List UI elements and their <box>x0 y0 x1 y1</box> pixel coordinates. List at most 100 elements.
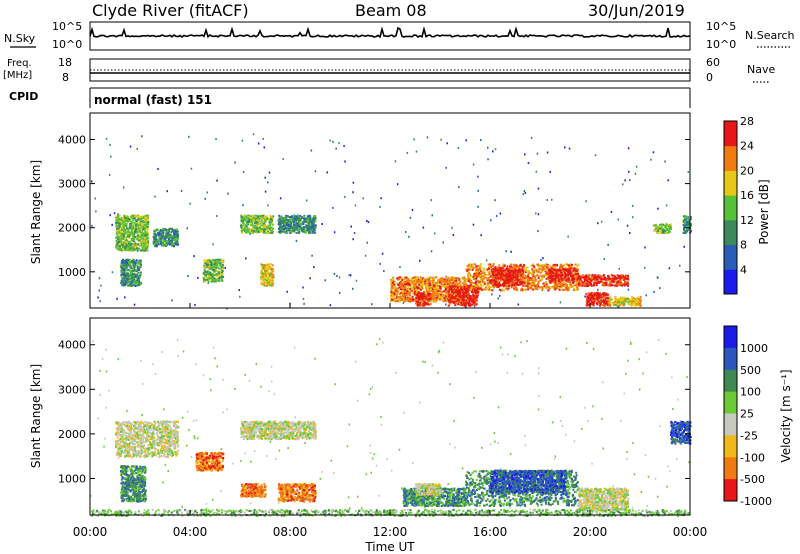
echo-cell <box>412 289 415 292</box>
scatter-speck <box>600 220 603 223</box>
echo-cell <box>138 261 141 264</box>
echo-cell <box>266 263 269 266</box>
echo-cell <box>513 282 516 285</box>
echo-cell <box>512 267 515 270</box>
echo-cell <box>280 220 282 223</box>
echo-cell <box>261 275 264 278</box>
echo-cell <box>139 262 142 264</box>
echo-cell <box>517 266 520 268</box>
echo-cell <box>125 248 127 251</box>
echo-cell <box>121 217 124 220</box>
echo-cell <box>130 243 133 246</box>
scatter-speck <box>487 158 489 161</box>
echo-cell <box>462 290 465 293</box>
echo-cell <box>434 290 436 293</box>
echo-cell <box>464 301 467 304</box>
scatter-speck <box>564 146 566 149</box>
echo-cell <box>397 276 400 279</box>
echo-cell <box>123 232 126 235</box>
noise-search-label: N.Search <box>745 29 795 42</box>
scatter-speck <box>380 197 382 200</box>
echo-cell <box>455 279 458 282</box>
scatter-speck <box>445 166 447 169</box>
echo-cell <box>278 214 281 217</box>
scatter-speck <box>524 153 526 156</box>
echo-cell <box>126 232 129 235</box>
echo-cell <box>533 280 536 283</box>
echo-cell <box>167 238 170 240</box>
echo-cell <box>308 215 311 218</box>
scatter-speck <box>517 303 520 306</box>
echo-cell <box>393 281 396 284</box>
scatter-speck <box>180 189 183 192</box>
scatter-speck <box>622 183 624 186</box>
echo-cell <box>420 279 423 281</box>
echo-cell <box>268 281 271 284</box>
echo-cell <box>418 283 421 286</box>
scatter-speck <box>406 151 409 154</box>
echo-cell <box>446 282 449 285</box>
scatter-speck <box>333 272 336 275</box>
echo-cell <box>282 219 285 222</box>
echo-cell <box>515 288 517 291</box>
echo-cell <box>415 293 418 296</box>
scatter-speck <box>124 296 126 299</box>
echo-cell <box>169 236 171 239</box>
echo-cell <box>510 286 513 289</box>
scatter-speck <box>216 215 218 217</box>
scatter-speck <box>457 147 460 149</box>
echo-cell <box>468 268 471 271</box>
echo-cell <box>117 228 120 231</box>
echo-cell <box>487 287 490 290</box>
scatter-speck <box>366 219 368 222</box>
echo-cell <box>156 228 159 231</box>
echo-cell <box>165 236 168 239</box>
echo-cell <box>472 293 475 296</box>
scatter-speck <box>645 294 647 297</box>
scatter-speck <box>652 151 655 154</box>
echo-cell <box>133 261 136 264</box>
noise-sky-label: N.Sky <box>4 32 36 45</box>
echo-cell <box>397 295 400 298</box>
echo-cell <box>252 230 255 233</box>
echo-cell <box>470 286 473 289</box>
echo-cell <box>176 234 179 237</box>
echo-cell <box>307 216 310 219</box>
echo-cell <box>459 297 462 300</box>
echo-cell <box>423 304 426 307</box>
echo-cell <box>125 267 128 269</box>
echo-cell <box>443 290 445 293</box>
echo-cell <box>145 214 147 217</box>
echo-cell <box>159 229 162 232</box>
echo-cell <box>514 276 517 279</box>
echo-cell <box>247 231 250 234</box>
echo-cell <box>462 278 465 281</box>
scatter-speck <box>629 179 631 182</box>
echo-cell <box>446 291 449 294</box>
echo-cell <box>154 230 157 233</box>
echo-cell <box>422 300 425 303</box>
echo-cell <box>420 297 423 300</box>
beam-title: Beam 08 <box>355 1 427 20</box>
echo-cell <box>407 290 410 293</box>
echo-cell <box>145 246 148 249</box>
scatter-speck <box>224 266 226 269</box>
echo-cell <box>417 296 420 299</box>
echo-cell <box>122 258 124 261</box>
echo-cell <box>448 293 451 296</box>
echo-cell <box>121 219 124 222</box>
echo-cell <box>568 266 571 269</box>
scatter-speck <box>442 241 444 244</box>
echo-cell <box>279 226 282 229</box>
echo-cell <box>221 265 224 268</box>
echo-cell <box>115 221 118 224</box>
scatter-speck <box>399 266 401 268</box>
echo-cell <box>124 261 127 264</box>
echo-cell <box>206 271 209 274</box>
echo-cell <box>270 226 273 229</box>
echo-cell <box>520 279 523 282</box>
echo-cell <box>506 270 509 273</box>
scatter-speck <box>329 139 331 142</box>
echo-cell <box>490 280 493 283</box>
echo-cell <box>528 270 530 272</box>
